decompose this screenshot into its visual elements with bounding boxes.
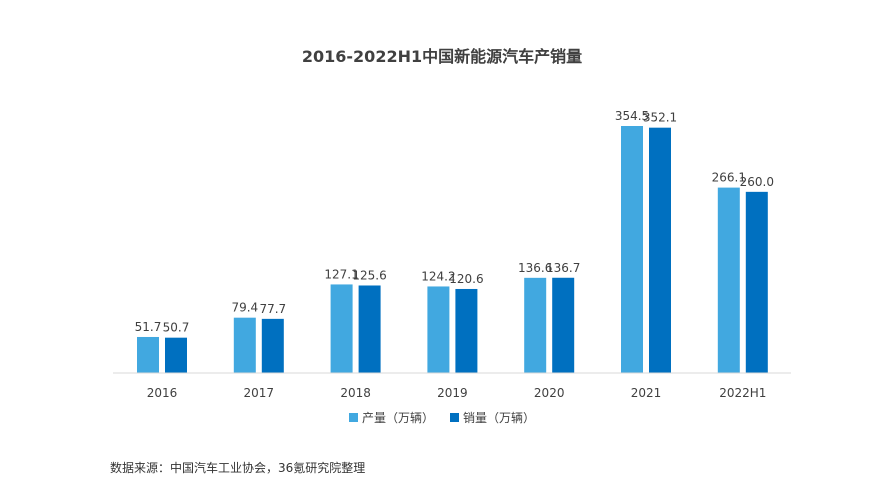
bar-production-2021 (621, 126, 643, 373)
bar-production-2020 (524, 277, 547, 373)
legend-item-production: 产量（万辆） (348, 409, 434, 426)
x-tick-label-2018: 2018 (340, 386, 371, 400)
x-tick-label-2016: 2016 (147, 386, 178, 400)
legend-swatch-sales (450, 413, 459, 422)
data-label-production-2019: 124.2 (421, 269, 455, 283)
x-tick-label-2019: 2019 (437, 386, 468, 400)
bar-sales-2016 (165, 337, 187, 373)
legend-swatch-production (348, 413, 358, 422)
legend-label-production: 产量（万辆） (361, 411, 434, 425)
data-label-sales-2021: 352.1 (643, 111, 677, 125)
bar-sales-2018 (358, 285, 381, 373)
x-tick-label-2021: 2021 (631, 386, 662, 400)
bar-sales-2019 (455, 288, 478, 373)
bar-sales-2020 (552, 277, 575, 373)
data-label-production-2016: 51.7 (135, 320, 162, 334)
bar-production-2016 (137, 336, 159, 373)
x-tick-label-2020: 2020 (534, 386, 565, 400)
bar-production-2018 (330, 284, 353, 373)
x-axis-ticks: 2016 2017 2018 2019 2020 2021 2022H1 (147, 386, 767, 400)
data-label-production-2021: 354.5 (615, 109, 649, 123)
data-label-sales-2017: 77.7 (259, 302, 286, 316)
bar-sales-2021 (649, 127, 671, 373)
bar-sales-2017 (261, 318, 284, 373)
data-label-sales-2018: 125.6 (352, 268, 386, 282)
data-label-production-2020: 136.6 (518, 261, 552, 275)
bar-sales-2022H1 (745, 191, 768, 373)
data-label-sales-2020: 136.7 (546, 261, 580, 275)
bar-production-2017 (233, 317, 256, 373)
data-label-sales-2019: 120.6 (449, 272, 483, 286)
data-label-sales-2016: 50.7 (163, 321, 190, 335)
source-note: 数据来源：中国汽车工业协会，36氪研究院整理 (110, 461, 366, 475)
legend-label-sales: 销量（万辆） (463, 411, 536, 425)
x-tick-label-2022H1: 2022H1 (719, 386, 766, 400)
x-tick-label-2017: 2017 (244, 386, 275, 400)
legend: 产量（万辆） 销量（万辆） (0, 409, 884, 426)
data-label-production-2017: 79.4 (231, 301, 258, 315)
chart-title: 2016-2022H1中国新能源汽车产销量 (301, 47, 583, 66)
legend-item-sales: 销量（万辆） (450, 409, 535, 426)
bar-production-2022H1 (717, 187, 740, 373)
data-label-sales-2022H1: 260.0 (740, 175, 774, 189)
data-label-production-2022H1: 266.1 (712, 171, 746, 185)
bar-production-2019 (427, 286, 450, 373)
data-label-production-2018: 127.1 (324, 267, 358, 281)
